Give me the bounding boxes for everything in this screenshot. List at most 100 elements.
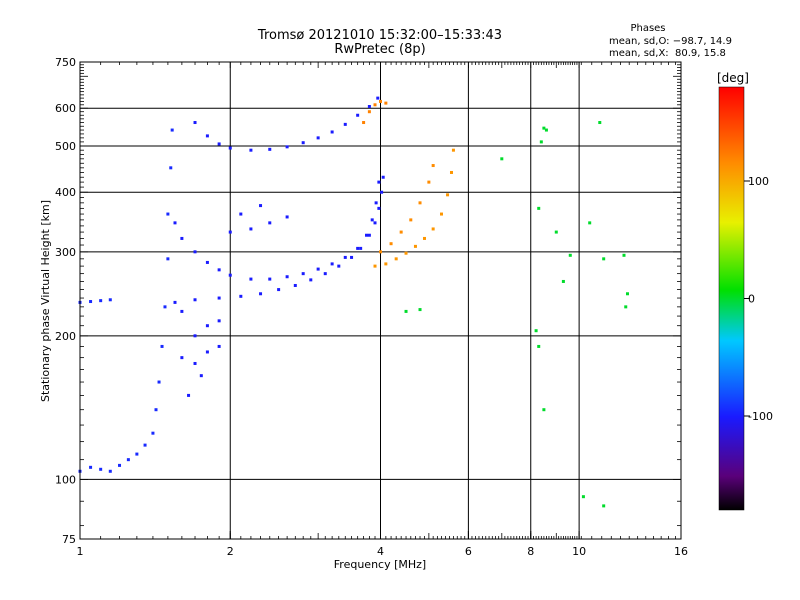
data-point [108,298,112,302]
data-point [373,221,377,225]
data-point [427,180,431,184]
data-point [301,141,305,145]
data-point [376,96,380,100]
chart-title: Tromsø 20121010 15:32:00–15:33:43 [257,28,502,43]
data-point [259,204,263,208]
data-point [89,300,93,304]
y-tick-label: 100 [55,473,76,486]
phases-x-stats: mean, sd,X: 80.9, 15.8 [609,48,726,59]
data-point [554,230,558,234]
data-point [249,227,253,231]
data-point [377,180,381,184]
colorbar-label: [deg] [717,71,749,85]
phases-o-stats: mean, sd,O: −98.7, 14.9 [609,36,732,47]
data-point [373,103,377,107]
data-point [350,255,354,259]
x-tick-label: 8 [527,545,534,558]
data-point [449,170,453,174]
data-point [228,273,232,277]
data-point [316,267,320,271]
data-point [173,221,177,225]
data-point [337,264,341,268]
data-point [205,324,209,328]
data-point [359,246,363,250]
data-point [381,175,385,179]
data-point [537,206,541,210]
data-point [373,264,377,268]
data-point [561,279,565,283]
colorbar-ticks: 100 0 -100 [744,175,773,423]
data-point [367,233,371,237]
colorbar-tick-label: 100 [748,175,769,188]
data-point [399,230,403,234]
data-point [343,255,347,259]
data-point [418,308,422,312]
data-point [598,121,602,125]
data-point [166,212,170,216]
data-point [544,128,548,132]
data-point [316,136,320,140]
data-point [285,275,289,279]
data-point [135,452,139,456]
data-point [309,278,313,282]
data-point [500,157,504,161]
data-point [330,130,334,134]
data-point [431,227,435,231]
data-point [170,128,174,132]
data-point [367,105,371,109]
colorbar-tick-label: 0 [748,293,755,306]
data-point [374,201,378,205]
data-point [534,329,538,333]
data-point [205,260,209,264]
data-point [268,221,272,225]
data-point [413,244,417,248]
data-point [277,288,281,292]
data-point [293,283,297,287]
data-point [193,121,197,125]
x-axis-ticks: 1 2 4 6 8 10 16 [77,62,688,558]
data-point [180,236,184,240]
y-axis-label: Stationary phase Virtual Height [km] [39,200,52,402]
y-tick-label: 750 [55,56,76,69]
data-point [217,268,221,272]
data-point [624,305,628,309]
data-point [602,504,606,508]
data-point [367,110,371,114]
colorbar-tick-label: -100 [748,410,773,423]
data-point [249,277,253,281]
data-point [370,218,374,222]
data-point [418,201,422,205]
data-point [404,309,408,313]
colorbar [718,86,745,511]
x-tick-label: 10 [572,545,586,558]
data-point [394,257,398,261]
chart-subtitle: RwPretec (8p) [334,42,425,57]
data-point [228,146,232,150]
data-point [205,350,209,354]
data-point [217,319,221,323]
data-point [380,190,384,194]
data-point [173,300,177,304]
data-point [384,262,388,266]
data-point [581,495,585,499]
data-point [379,99,382,103]
data-point [384,101,388,105]
data-point [542,408,546,412]
data-point [268,277,272,281]
y-tick-label: 500 [55,140,76,153]
data-point [166,257,170,261]
data-point [602,257,606,261]
data-point [362,121,366,125]
data-point [126,458,130,462]
data-point [301,272,305,276]
data-point [249,148,253,152]
x-tick-label: 4 [377,545,384,558]
data-point [157,380,161,384]
data-point [180,356,184,360]
data-point [118,463,122,467]
data-point [356,246,360,250]
data-point [537,344,541,348]
data-point [356,113,360,117]
data-point [422,236,426,240]
data-point [193,250,197,254]
